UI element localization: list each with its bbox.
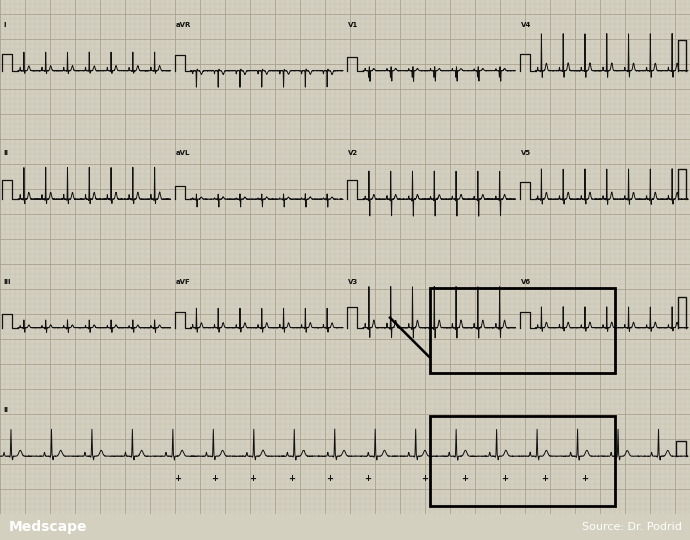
Bar — [430, 416, 615, 506]
Text: V4: V4 — [520, 22, 531, 28]
Text: +: + — [422, 474, 428, 483]
Bar — [430, 288, 615, 373]
Text: V5: V5 — [520, 150, 531, 157]
Text: V3: V3 — [348, 279, 358, 285]
Text: +: + — [212, 474, 219, 483]
Text: III: III — [3, 279, 10, 285]
Text: aVR: aVR — [175, 22, 191, 28]
Text: +: + — [326, 474, 333, 483]
Text: +: + — [175, 474, 181, 483]
Text: +: + — [542, 474, 549, 483]
Text: V1: V1 — [348, 22, 358, 28]
Text: V6: V6 — [520, 279, 531, 285]
Text: I: I — [3, 22, 6, 28]
Text: +: + — [364, 474, 371, 483]
Text: +: + — [462, 474, 469, 483]
Text: +: + — [582, 474, 589, 483]
Text: Source: Dr. Podrid: Source: Dr. Podrid — [582, 522, 682, 532]
Text: +: + — [502, 474, 509, 483]
Text: V2: V2 — [348, 150, 358, 157]
Text: aVL: aVL — [175, 150, 190, 157]
Text: aVF: aVF — [175, 279, 190, 285]
Text: II: II — [3, 150, 8, 157]
Text: +: + — [288, 474, 295, 483]
Text: +: + — [250, 474, 257, 483]
Text: Medscape: Medscape — [8, 520, 87, 534]
Text: II: II — [3, 407, 8, 413]
